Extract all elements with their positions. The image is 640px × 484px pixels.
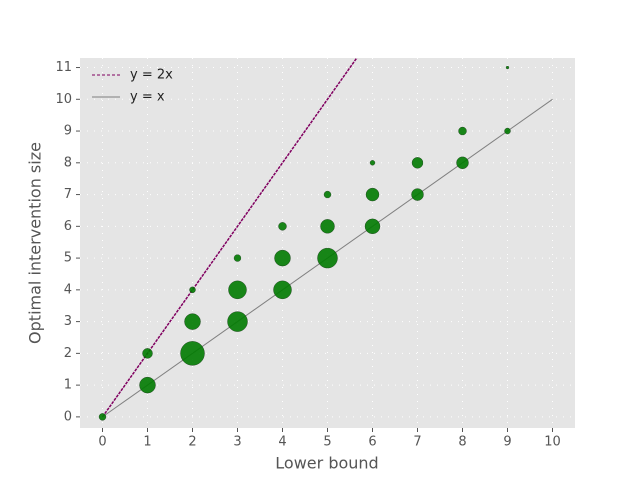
y-tick-label: 1 xyxy=(64,378,72,393)
x-tick-label: 9 xyxy=(503,435,511,450)
x-tick-label: 6 xyxy=(368,435,376,450)
bubble xyxy=(320,219,335,234)
bubble xyxy=(365,187,380,202)
bubble xyxy=(139,376,156,394)
y-tick-label: 8 xyxy=(64,155,72,170)
legend-label: y = x xyxy=(130,90,165,105)
bubble xyxy=(228,280,247,300)
y-tick-label: 10 xyxy=(55,92,72,107)
bubble xyxy=(504,127,511,135)
x-tick-label: 2 xyxy=(188,435,196,450)
x-tick-label: 8 xyxy=(458,435,466,450)
bubble xyxy=(323,190,332,199)
x-axis-label: Lower bound xyxy=(275,454,378,473)
x-tick-label: 0 xyxy=(98,435,106,450)
x-tick-label: 7 xyxy=(413,435,421,450)
y-tick-label: 4 xyxy=(64,282,72,297)
y-tick-label: 5 xyxy=(64,251,72,266)
bubble xyxy=(456,156,469,170)
bubble xyxy=(233,254,242,262)
y-tick-label: 11 xyxy=(55,60,72,75)
bubble xyxy=(364,218,381,235)
y-axis-label: Optimal intervention size xyxy=(26,142,45,344)
bubble xyxy=(411,188,424,201)
plot-area xyxy=(80,58,575,428)
bubble xyxy=(142,348,153,359)
plot-layer xyxy=(98,58,553,421)
y-tick-label: 3 xyxy=(64,314,72,329)
y-tick-label: 9 xyxy=(64,124,72,139)
y-tick-label: 2 xyxy=(64,346,72,361)
bubble xyxy=(189,286,196,294)
legend-label: y = 2x xyxy=(130,68,173,83)
x-tick-label: 4 xyxy=(278,435,286,450)
bubble xyxy=(505,65,510,70)
bubble xyxy=(278,222,287,231)
x-tick-label: 5 xyxy=(323,435,331,450)
bubble xyxy=(274,249,291,267)
bubble xyxy=(317,247,338,269)
bubble xyxy=(411,157,424,169)
y-tick-label: 0 xyxy=(64,409,72,424)
bubble xyxy=(98,413,107,421)
bubble xyxy=(458,126,467,136)
bubble xyxy=(184,313,201,330)
x-tick-label: 10 xyxy=(544,435,561,450)
bubble xyxy=(273,280,292,300)
bubble xyxy=(180,341,205,366)
x-tick-label: 3 xyxy=(233,435,241,450)
bubble xyxy=(227,311,248,332)
x-tick-label: 1 xyxy=(143,435,151,450)
y-tick-label: 7 xyxy=(64,187,72,202)
bubble xyxy=(369,160,376,166)
y-tick-label: 6 xyxy=(64,219,72,234)
